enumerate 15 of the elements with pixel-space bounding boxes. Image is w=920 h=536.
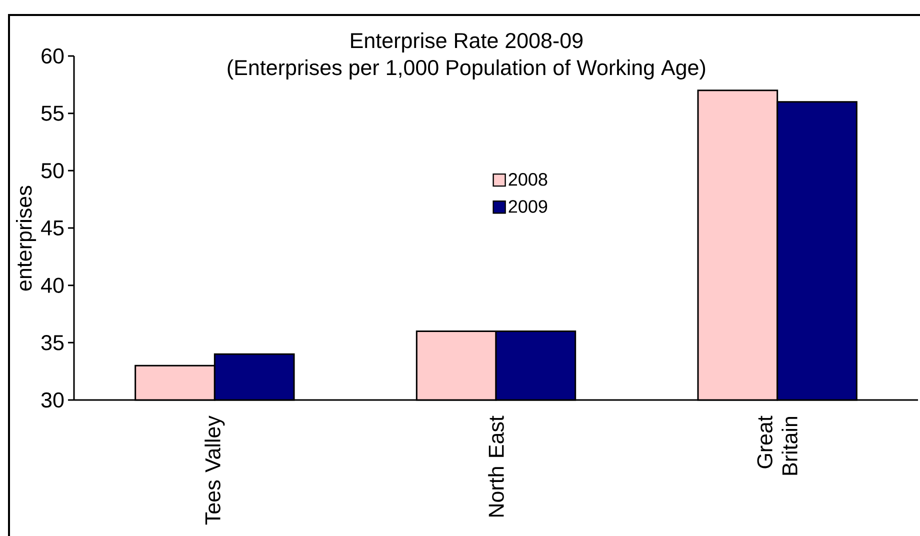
legend-label: 2009	[508, 200, 548, 213]
y-tick-label: 35	[41, 335, 64, 350]
x-tick-label: Great Britain	[757, 416, 798, 475]
chart-subtitle: (Enterprises per 1,000 Population of Working Age)	[228, 59, 706, 80]
legend-label: 2008	[508, 173, 548, 186]
y-tick-label: 55	[41, 106, 64, 121]
y-tick-label: 30	[41, 392, 64, 408]
x-tick-label: Tees Valley	[204, 416, 225, 525]
y-tick-label: 50	[41, 163, 64, 178]
y-tick-label: 60	[42, 48, 64, 64]
chart-title: Enterprise Rate 2008-09	[351, 32, 583, 52]
x-tick-label: North East	[488, 416, 504, 517]
y-axis-title: enterprises	[16, 186, 36, 291]
y-tick-label: 45	[41, 220, 64, 236]
y-tick-label: 40	[41, 278, 64, 293]
